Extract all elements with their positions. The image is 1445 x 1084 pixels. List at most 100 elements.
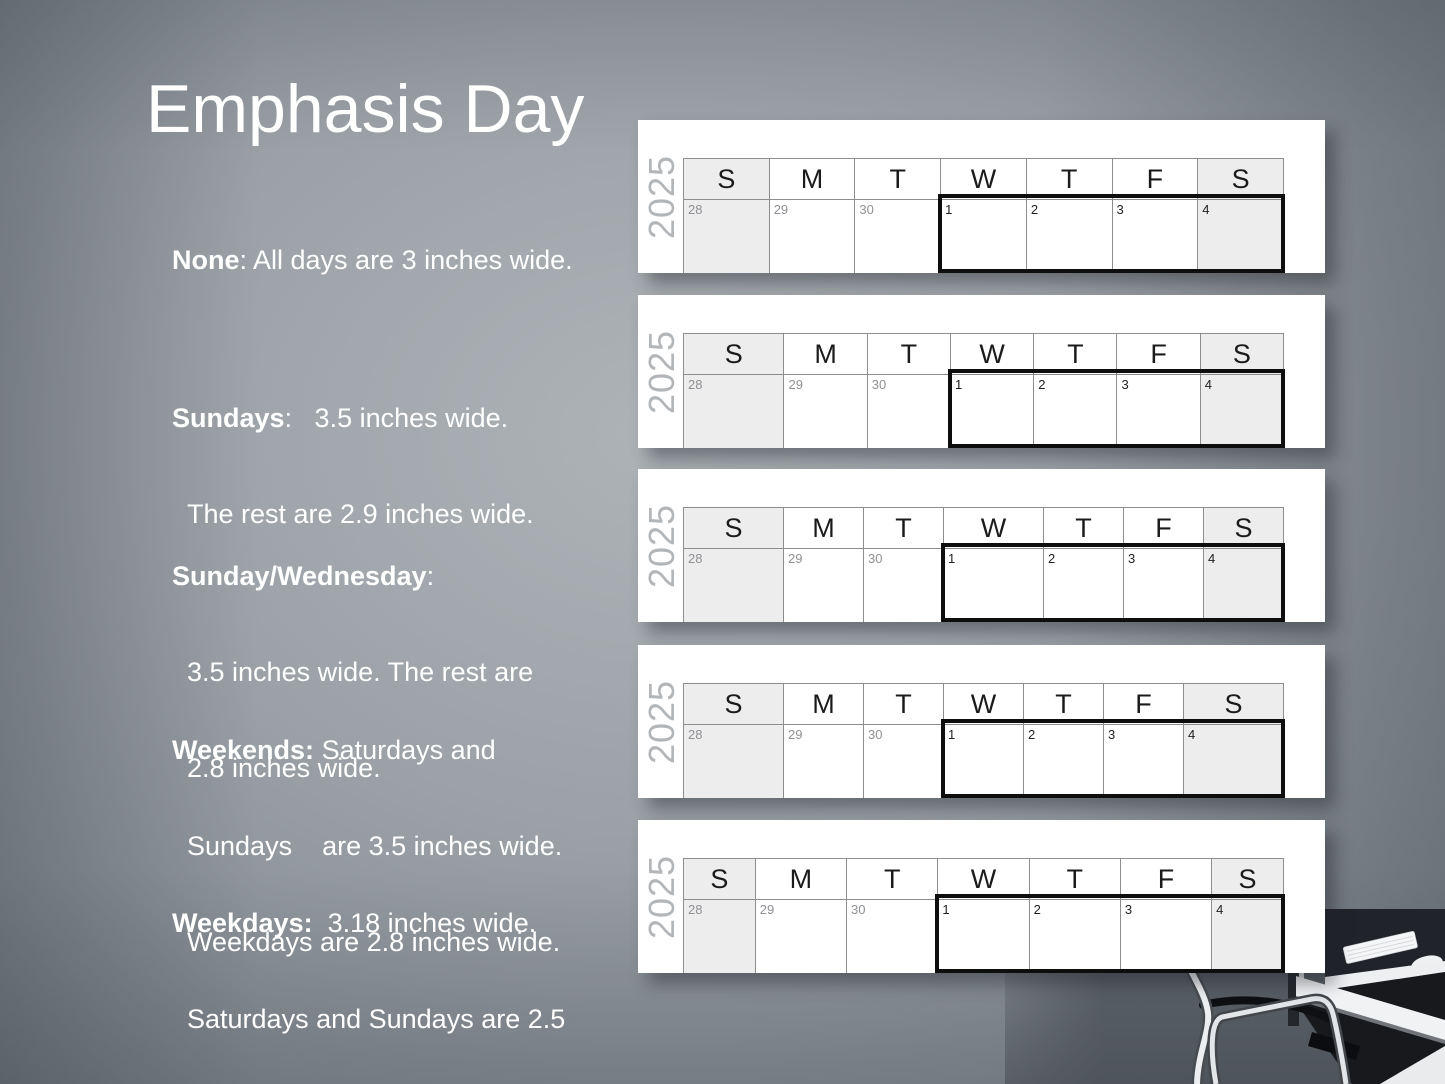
- date-cell: 3: [1123, 548, 1204, 622]
- day-header: S: [1203, 507, 1284, 549]
- note-line: Sundays: 3.5 inches wide.: [172, 403, 509, 433]
- date-cell: 30: [863, 548, 944, 622]
- day-header: T: [1025, 158, 1113, 200]
- date-cell: 1: [940, 199, 1027, 273]
- day-header: T: [1033, 333, 1118, 375]
- date-cell: 29: [768, 199, 856, 273]
- date-cell: 1: [937, 899, 1030, 973]
- date-cell: 29: [783, 724, 864, 798]
- year-label: 2025: [640, 295, 684, 448]
- note-line: Sundays are 3.5 inches wide.: [187, 831, 563, 861]
- calendar-table: S M T W T F S 28 29 30 1 2 3 4: [683, 507, 1284, 622]
- day-header: T: [846, 858, 939, 900]
- day-header: F: [1116, 333, 1201, 375]
- day-header: S: [683, 858, 756, 900]
- chair-armrest-loop: [1209, 996, 1349, 1084]
- chair-frame-bar: [1183, 959, 1212, 1084]
- calendar-table: S M T W T F S 28 29 30 1 2 3 4: [683, 683, 1284, 798]
- date-cell: 28: [682, 374, 785, 448]
- date-cell: 3: [1103, 724, 1184, 798]
- date-cell: 29: [754, 899, 848, 973]
- chair-back: [1199, 996, 1334, 1023]
- note-line: Sunday/Wednesday:: [172, 561, 435, 591]
- note-line: None: All days are 3 inches wide.: [172, 245, 573, 275]
- day-header: S: [1211, 858, 1284, 900]
- date-cell: 4: [1183, 724, 1284, 798]
- date-cell: 4: [1203, 548, 1284, 622]
- day-header: S: [1199, 333, 1284, 375]
- day-header: M: [783, 507, 864, 549]
- date-cell: 2: [1023, 724, 1104, 798]
- calendar-card-sundays: 2025 S M T W T F S 28 29 30 1 2 3 4: [638, 295, 1325, 448]
- date-cell: 2: [1025, 199, 1113, 273]
- day-header: F: [1111, 158, 1199, 200]
- calendar-card-weekdays: 2025 S M T W T F S 28 29 30 1 2 3 4: [638, 820, 1325, 973]
- date-cell: 1: [943, 548, 1044, 622]
- date-cell: 2: [1028, 899, 1121, 973]
- day-header: M: [768, 158, 856, 200]
- day-header: W: [949, 333, 1035, 375]
- day-header: M: [783, 683, 864, 725]
- day-header: F: [1119, 858, 1213, 900]
- note-weekends: Weekends: Saturdays and Sundays are 3.5 …: [172, 670, 562, 1022]
- date-cell: 30: [854, 199, 942, 273]
- day-header: M: [783, 333, 868, 375]
- day-header: W: [937, 858, 1030, 900]
- day-header: M: [754, 858, 848, 900]
- date-cell: 30: [866, 374, 951, 448]
- note-weekdays: Weekdays: 3.18 inches wide. Saturdays an…: [172, 843, 565, 1084]
- date-cell: 2: [1043, 548, 1124, 622]
- date-cell: 28: [683, 899, 756, 973]
- note-line: Saturdays and Sundays are 2.5: [187, 1004, 566, 1034]
- year-label: 2025: [640, 820, 684, 973]
- day-header: S: [683, 507, 784, 549]
- date-cell: 30: [863, 724, 944, 798]
- date-cell: 28: [683, 548, 784, 622]
- year-text: 2025: [641, 679, 682, 764]
- date-cell: 28: [683, 199, 770, 273]
- year-text: 2025: [641, 854, 682, 939]
- keyboard: [1342, 931, 1418, 964]
- day-header: S: [683, 158, 770, 200]
- date-cell: 30: [846, 899, 939, 973]
- desk-return-surface: [1380, 1046, 1445, 1084]
- note-line: The rest are 2.9 inches wide.: [187, 499, 534, 529]
- date-cell: 4: [1199, 374, 1284, 448]
- date-cell: 28: [683, 724, 784, 798]
- note-sunday-wednesday: Sunday/Wednesday: 3.5 inches wide. The r…: [172, 496, 533, 848]
- day-header: T: [854, 158, 942, 200]
- date-cell: 3: [1111, 199, 1199, 273]
- note-line: Weekdays are 2.8 inches wide.: [187, 927, 561, 957]
- year-text: 2025: [641, 154, 682, 239]
- day-header: T: [866, 333, 951, 375]
- date-cell: 29: [783, 548, 864, 622]
- chair-armrest-pad: [1308, 1032, 1360, 1060]
- year-label: 2025: [640, 469, 684, 622]
- day-header: T: [863, 507, 944, 549]
- note-line: 2.8 inches wide.: [187, 753, 381, 783]
- calendar-table: S M T W T F S 28 29 30 1 2 3 4: [683, 858, 1284, 973]
- date-cell: 2: [1033, 374, 1118, 448]
- page-title: Emphasis Day: [146, 71, 585, 147]
- day-header: S: [683, 683, 784, 725]
- year-text: 2025: [641, 329, 682, 414]
- date-cell: 3: [1116, 374, 1201, 448]
- year-text: 2025: [641, 503, 682, 588]
- calendar-table: S M T W T F S 28 29 30 1 2 3 4: [683, 158, 1284, 273]
- date-cell: 29: [783, 374, 868, 448]
- date-cell: 1: [949, 374, 1035, 448]
- day-header: T: [1043, 507, 1124, 549]
- note-line: 3.5 inches wide. The rest are: [187, 657, 534, 687]
- day-header: W: [943, 683, 1024, 725]
- note-sundays: Sundays: 3.5 inches wide. The rest are 2…: [172, 338, 534, 594]
- desk-edge-band: [1296, 976, 1445, 1040]
- day-header: F: [1123, 507, 1204, 549]
- day-header: W: [943, 507, 1044, 549]
- calendar-card-sunday-wednesday: 2025 S M T W T F S 28 29 30 1 2 3 4: [638, 469, 1325, 622]
- date-cell: 4: [1211, 899, 1284, 973]
- date-cell: 4: [1197, 199, 1284, 273]
- desk-rail: [1325, 961, 1445, 990]
- day-header: S: [682, 333, 785, 375]
- note-line: Weekends: Saturdays and: [172, 735, 496, 765]
